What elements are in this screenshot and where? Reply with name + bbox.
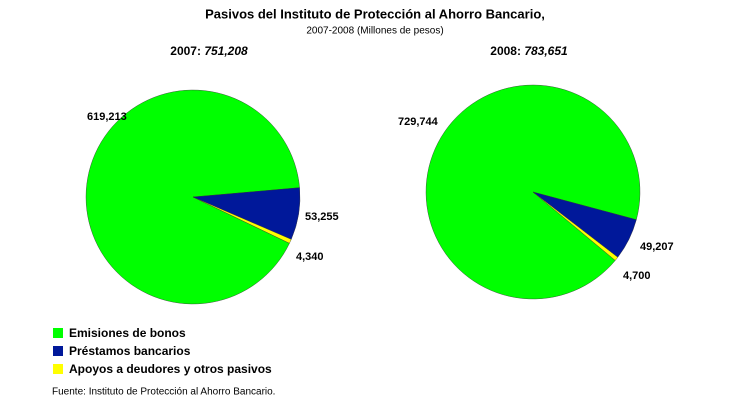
data-label: 49,207 <box>640 241 674 253</box>
pie-title-year: 2007: <box>170 44 201 58</box>
legend-swatch <box>53 346 63 356</box>
legend-swatch <box>53 364 63 374</box>
legend-swatch <box>53 328 63 338</box>
pie-title: 2008: 783,651 <box>490 44 568 58</box>
pie-slice <box>85 89 300 305</box>
pie-slice <box>192 196 292 244</box>
data-label: 619,213 <box>87 111 127 123</box>
data-label: 729,744 <box>398 116 439 128</box>
legend-label: Emisiones de bonos <box>69 326 186 340</box>
pie-title: 2007: 751,208 <box>170 44 248 58</box>
data-label: 4,340 <box>296 251 324 263</box>
pie-total: 783,651 <box>524 44 568 58</box>
chart-subtitle: 2007-2008 (Millones de pesos) <box>306 26 443 37</box>
pie-total: 751,208 <box>204 44 248 58</box>
data-label: 53,255 <box>305 211 339 223</box>
legend-label: Préstamos bancarios <box>69 344 191 358</box>
chart-title: Pasivos del Instituto de Protección al A… <box>205 6 545 21</box>
legend-label: Apoyos a deudores y otros pasivos <box>69 362 272 376</box>
pie-title-year: 2008: <box>490 44 521 58</box>
pie-slice <box>532 191 619 261</box>
data-label: 4,700 <box>623 270 651 282</box>
source: Fuente: Instituto de Protección al Ahorr… <box>52 387 275 398</box>
